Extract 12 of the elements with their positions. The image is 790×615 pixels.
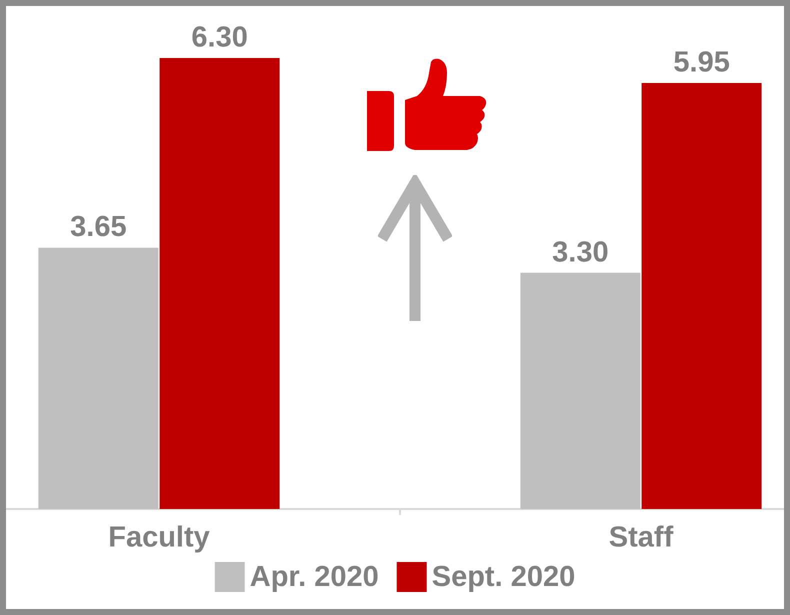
data-label: 3.65 bbox=[70, 211, 127, 244]
bar bbox=[38, 248, 158, 509]
data-label: 3.30 bbox=[552, 236, 609, 268]
bar bbox=[642, 83, 762, 509]
legend-label: Apr. 2020 bbox=[250, 561, 379, 593]
x-tick-label: Faculty bbox=[108, 522, 210, 554]
data-label: 6.30 bbox=[191, 22, 248, 54]
data-label: 5.95 bbox=[673, 46, 730, 79]
bar bbox=[520, 272, 640, 509]
legend-label: Sept. 2020 bbox=[432, 561, 576, 593]
x-tick-label: Staff bbox=[608, 522, 674, 554]
bar bbox=[160, 58, 280, 509]
